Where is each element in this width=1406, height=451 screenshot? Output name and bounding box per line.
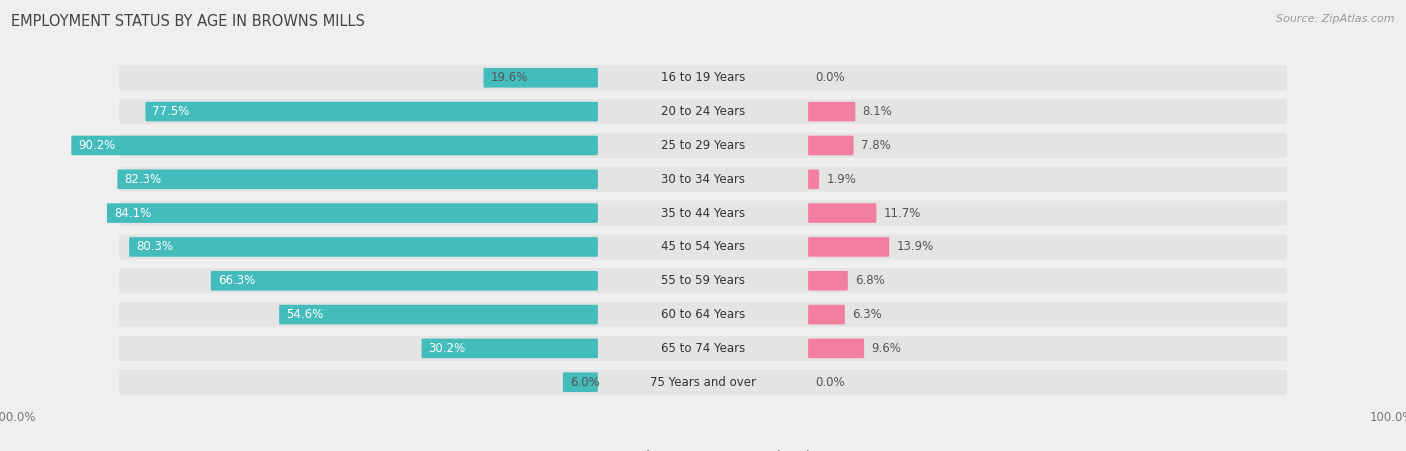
Text: 65 to 74 Years: 65 to 74 Years [661,342,745,355]
Text: 13.9%: 13.9% [896,240,934,253]
Text: 16 to 19 Years: 16 to 19 Years [661,71,745,84]
FancyBboxPatch shape [107,203,598,223]
FancyBboxPatch shape [808,237,889,257]
Text: 82.3%: 82.3% [124,173,162,186]
FancyBboxPatch shape [120,268,1286,293]
Text: 25 to 29 Years: 25 to 29 Years [661,139,745,152]
Text: 75 Years and over: 75 Years and over [650,376,756,389]
Text: 55 to 59 Years: 55 to 59 Years [661,274,745,287]
FancyBboxPatch shape [120,235,1286,259]
Text: 0.0%: 0.0% [815,71,845,84]
FancyBboxPatch shape [562,373,598,392]
Text: 6.3%: 6.3% [852,308,882,321]
FancyBboxPatch shape [120,167,1286,192]
Text: 9.6%: 9.6% [872,342,901,355]
FancyBboxPatch shape [120,133,1286,158]
FancyBboxPatch shape [120,201,1286,226]
Text: 8.1%: 8.1% [862,105,893,118]
Text: 30.2%: 30.2% [429,342,465,355]
FancyBboxPatch shape [808,271,848,290]
Text: 11.7%: 11.7% [883,207,921,220]
FancyBboxPatch shape [120,99,1286,124]
Text: 45 to 54 Years: 45 to 54 Years [661,240,745,253]
Text: 77.5%: 77.5% [152,105,190,118]
FancyBboxPatch shape [120,65,1286,90]
Text: EMPLOYMENT STATUS BY AGE IN BROWNS MILLS: EMPLOYMENT STATUS BY AGE IN BROWNS MILLS [11,14,366,28]
Text: 80.3%: 80.3% [136,240,173,253]
FancyBboxPatch shape [211,271,598,290]
FancyBboxPatch shape [280,305,598,324]
FancyBboxPatch shape [808,305,845,324]
FancyBboxPatch shape [72,136,598,155]
Text: 35 to 44 Years: 35 to 44 Years [661,207,745,220]
FancyBboxPatch shape [120,336,1286,361]
FancyBboxPatch shape [808,102,855,121]
Text: 84.1%: 84.1% [114,207,152,220]
Text: 7.8%: 7.8% [860,139,890,152]
FancyBboxPatch shape [484,68,598,87]
Text: 0.0%: 0.0% [815,376,845,389]
Text: 66.3%: 66.3% [218,274,254,287]
Text: 30 to 34 Years: 30 to 34 Years [661,173,745,186]
Text: 60 to 64 Years: 60 to 64 Years [661,308,745,321]
FancyBboxPatch shape [120,302,1286,327]
Text: 6.8%: 6.8% [855,274,884,287]
Text: 19.6%: 19.6% [491,71,527,84]
FancyBboxPatch shape [117,170,598,189]
Text: 1.9%: 1.9% [827,173,856,186]
FancyBboxPatch shape [145,102,598,121]
Text: 90.2%: 90.2% [79,139,115,152]
FancyBboxPatch shape [129,237,598,257]
FancyBboxPatch shape [808,203,876,223]
Text: 6.0%: 6.0% [569,376,599,389]
FancyBboxPatch shape [808,170,820,189]
FancyBboxPatch shape [120,370,1286,395]
Legend: In Labor Force, Unemployed: In Labor Force, Unemployed [598,450,808,451]
Text: 54.6%: 54.6% [287,308,323,321]
Text: 20 to 24 Years: 20 to 24 Years [661,105,745,118]
FancyBboxPatch shape [808,339,865,358]
FancyBboxPatch shape [808,136,853,155]
Text: Source: ZipAtlas.com: Source: ZipAtlas.com [1277,14,1395,23]
FancyBboxPatch shape [422,339,598,358]
